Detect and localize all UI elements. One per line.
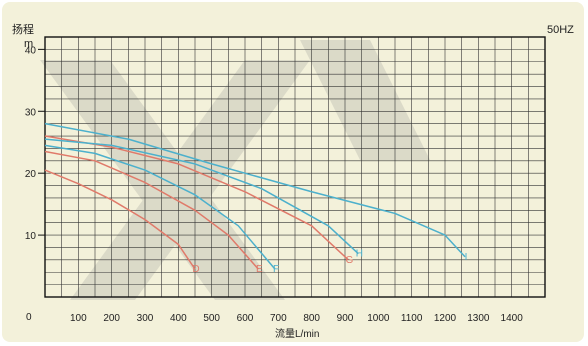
curve-label-g: G: [345, 255, 353, 266]
x-tick-label: 700: [270, 313, 287, 324]
frequency-label: 50HZ: [547, 24, 574, 36]
curve-d: [44, 169, 196, 270]
x-tick-label: 1400: [501, 313, 524, 324]
watermark: [40, 40, 430, 300]
x-tick-label: 300: [137, 313, 154, 324]
chart-panel: [2, 2, 584, 342]
x-tick-label: 1100: [401, 313, 423, 324]
curve-label-i: I: [465, 252, 468, 263]
x-tick-label: 800: [303, 313, 320, 324]
curve-h: [44, 138, 359, 255]
curve-i: [44, 122, 466, 258]
x-tick-label: 900: [337, 313, 354, 324]
x-axis-title: 流量L/min: [275, 327, 319, 340]
curve-e: [44, 150, 259, 270]
chart-grid: [44, 36, 546, 298]
y-tick-label: 10: [25, 231, 37, 242]
chart-series: [44, 122, 466, 270]
x-tick-label: 1000: [367, 313, 390, 324]
curve-f: [44, 144, 276, 270]
y-axis-title: 扬程: [12, 22, 34, 36]
curve-label-f: F: [273, 264, 279, 275]
x-tick-label: 600: [237, 313, 254, 324]
chart-labels: 100 200 300 400 500 600 700 800 900 1000 1100 1200 1…: [25, 45, 523, 324]
curve-label-h: H: [356, 249, 363, 260]
x-tick-label: 200: [103, 313, 120, 324]
y-tick-label: 30: [25, 107, 37, 118]
curve-label-e: E: [256, 264, 263, 275]
x-tick-label: 1300: [467, 313, 490, 324]
x-tick-label: 400: [170, 313, 187, 324]
plot-frame: [44, 36, 546, 298]
x-tick-label: 500: [203, 313, 220, 324]
y-tick-label: 20: [25, 169, 37, 180]
x-tick-label: 1200: [434, 313, 457, 324]
curve-label-d: D: [192, 264, 199, 275]
y-axis-unit: m: [24, 38, 33, 50]
x-tick-label: 100: [70, 313, 87, 324]
y-tick-label: 40: [25, 45, 37, 56]
curve-g: [44, 135, 349, 261]
origin-label: 0: [26, 312, 32, 323]
